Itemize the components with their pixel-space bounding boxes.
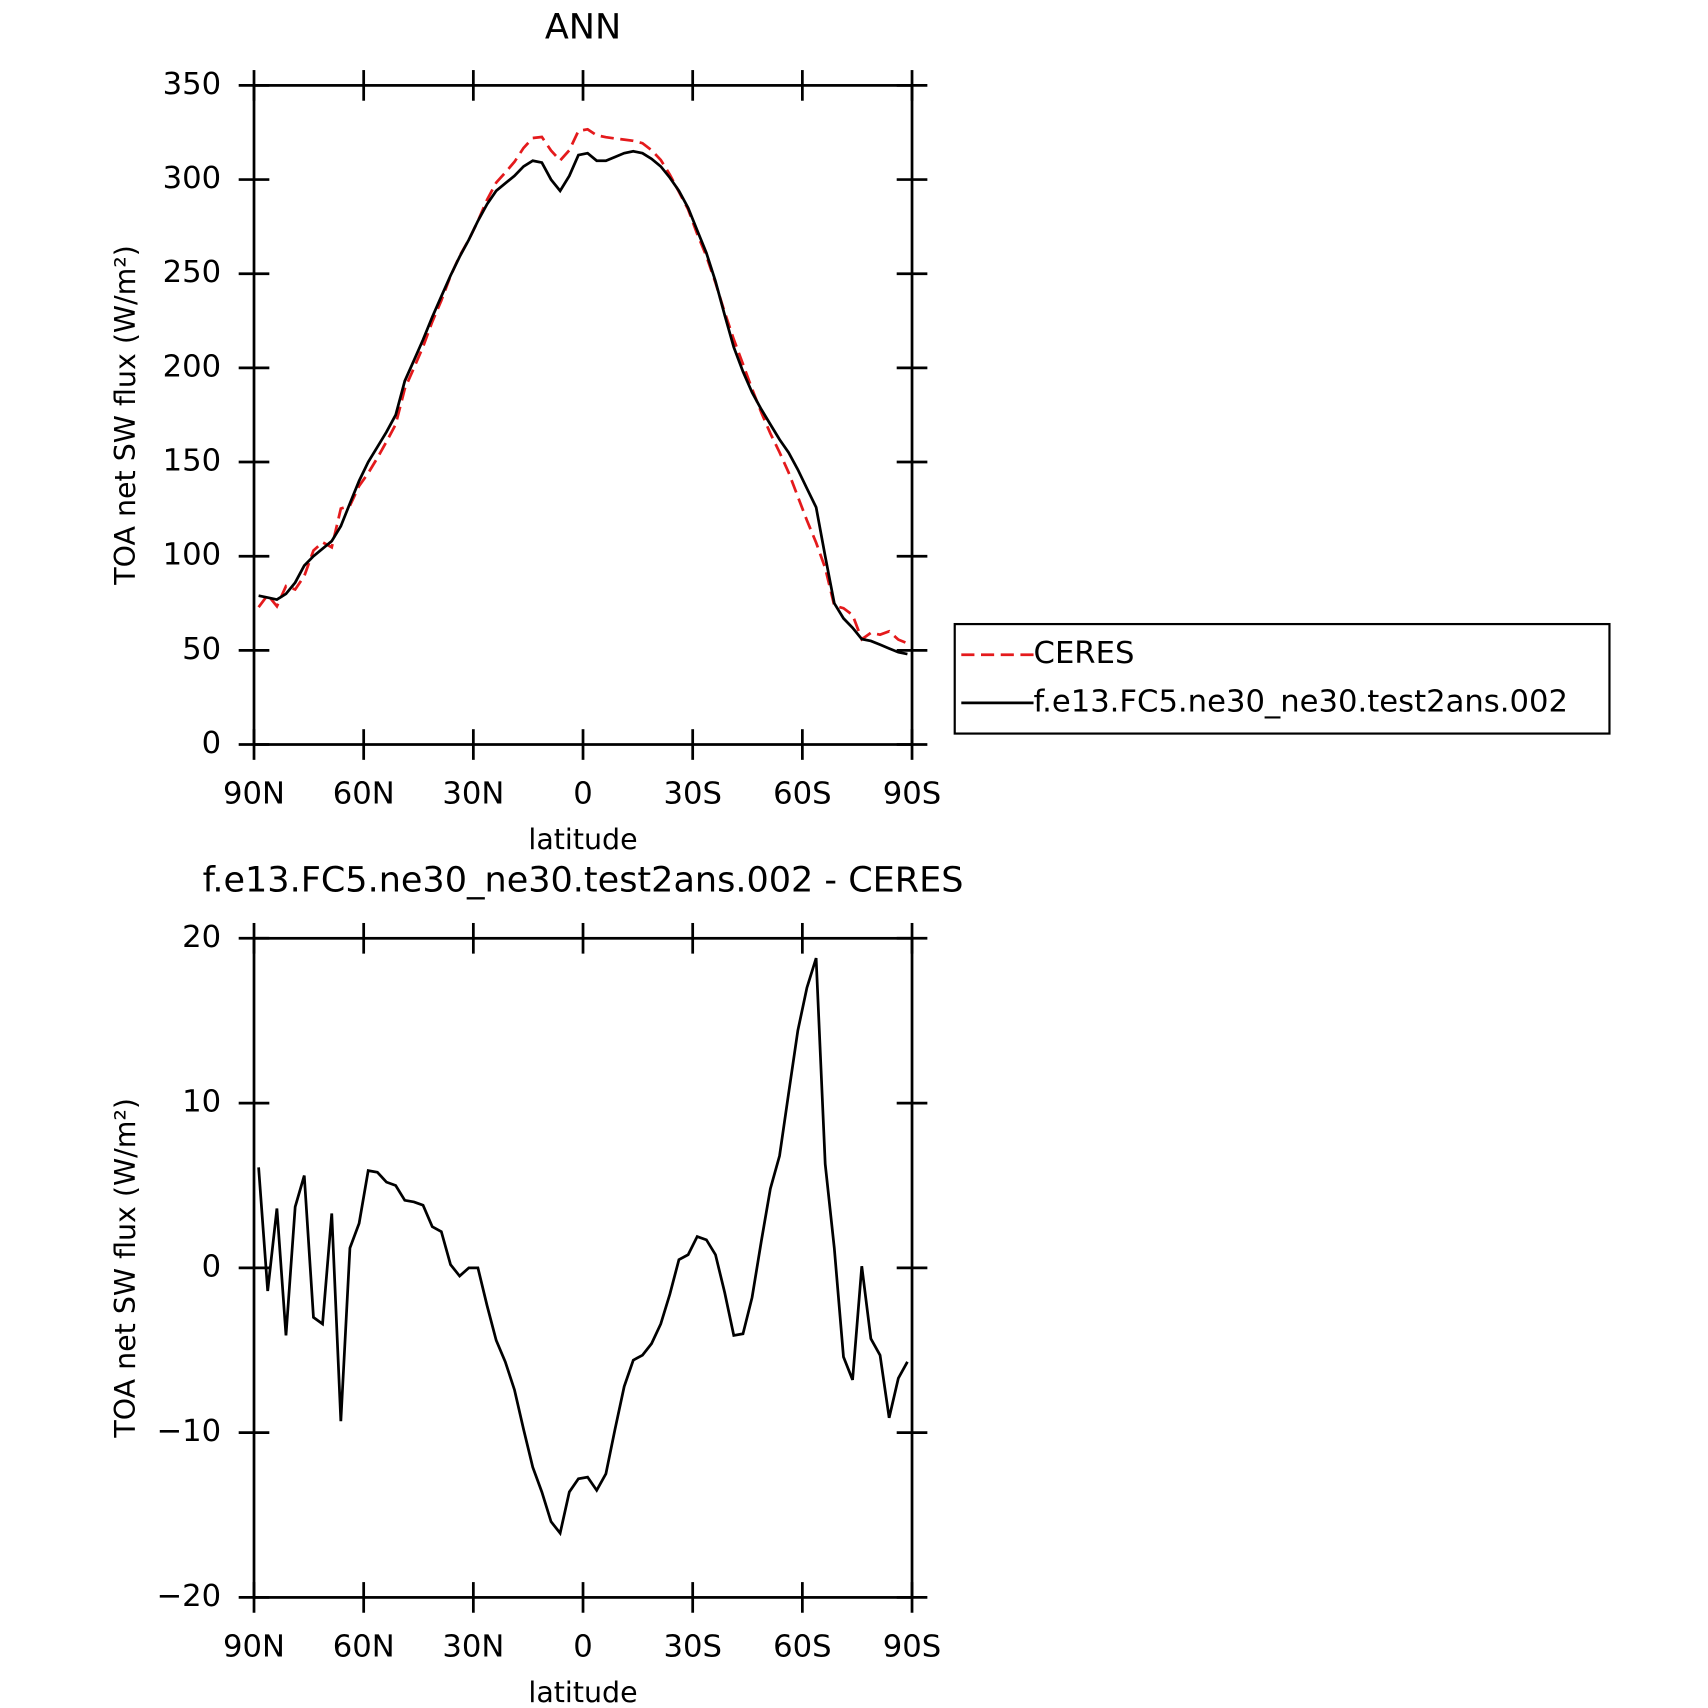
y-tick-label: 50 <box>182 632 221 667</box>
y-axis-label: TOA net SW flux (W/m²) <box>109 245 142 586</box>
data-line <box>257 957 909 1537</box>
x-tick-label: 30S <box>663 1629 721 1664</box>
y-tick-label: 300 <box>163 161 221 196</box>
x-tick-label: 60S <box>773 776 831 811</box>
y-tick-label: 20 <box>182 920 221 955</box>
y-tick-label: 0 <box>202 726 222 761</box>
y-tick-label: −20 <box>156 1579 221 1614</box>
chart-title: ANN <box>545 6 621 47</box>
x-tick-label: 60S <box>773 1629 831 1664</box>
x-tick-label: 90S <box>883 776 941 811</box>
legend-box <box>953 622 1611 735</box>
plot-frame <box>252 936 914 1599</box>
y-tick-label: 10 <box>182 1085 221 1120</box>
y-tick-label: 0 <box>202 1249 222 1284</box>
data-line <box>258 149 908 656</box>
x-tick-label: 90N <box>223 776 285 811</box>
x-axis-label: latitude <box>528 823 637 856</box>
x-tick-label: 30N <box>442 776 504 811</box>
y-tick-label: 250 <box>163 255 221 290</box>
y-tick-label: 200 <box>163 349 221 384</box>
plot-frame <box>252 84 914 746</box>
legend-label: CERES <box>1034 636 1135 671</box>
x-tick-label: 90S <box>883 1629 941 1664</box>
legend-label: f.e13.FC5.ne30_ne30.test2ans.002 <box>1034 684 1568 719</box>
x-tick-label: 0 <box>573 776 593 811</box>
y-axis-label: TOA net SW flux (W/m²) <box>109 1098 142 1439</box>
x-tick-label: 90N <box>223 1629 285 1664</box>
y-tick-label: −10 <box>156 1414 221 1449</box>
y-tick-label: 150 <box>163 444 221 479</box>
y-tick-label: 100 <box>163 538 221 573</box>
data-line <box>257 127 908 645</box>
x-tick-label: 0 <box>573 1629 593 1664</box>
x-tick-label: 30S <box>663 776 721 811</box>
x-axis-label: latitude <box>528 1676 637 1708</box>
y-tick-label: 350 <box>163 67 221 102</box>
x-tick-label: 60N <box>333 1629 395 1664</box>
x-tick-label: 30N <box>442 1629 504 1664</box>
x-tick-label: 60N <box>333 776 395 811</box>
chart-title: f.e13.FC5.ne30_ne30.test2ans.002 - CERES <box>203 859 964 900</box>
